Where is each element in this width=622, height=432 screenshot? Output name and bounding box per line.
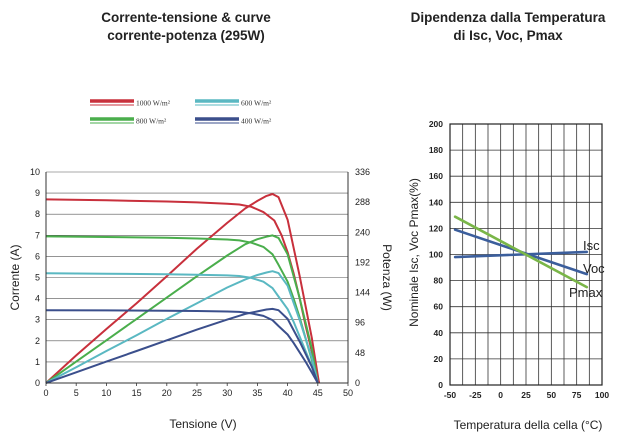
legend-label: 800 W/m² — [136, 117, 167, 126]
right-y-axis-label: Nominale Isc, Voc Pmax(%) — [407, 178, 421, 327]
left-y-tick-label: 8 — [35, 209, 40, 219]
right-y-tick-label: 160 — [429, 171, 443, 181]
temp-line-pmax — [453, 215, 589, 289]
left-x-tick-label: 5 — [74, 388, 79, 398]
right-chart-title-line-2: di Isc, Voc, Pmax — [453, 28, 563, 43]
left-y2-tick-label: 192 — [355, 257, 370, 267]
left-y-tick-label: 0 — [35, 378, 40, 388]
left-chart-title-line-1: Corrente-tensione & curve — [101, 10, 271, 25]
left-x-tick-label: 0 — [43, 388, 48, 398]
left-y-tick-label: 9 — [35, 188, 40, 198]
left-x-tick-label: 25 — [192, 388, 202, 398]
right-x-tick-label: 25 — [521, 390, 531, 400]
left-x-tick-label: 15 — [132, 388, 142, 398]
right-y-tick-label: 140 — [429, 197, 443, 207]
pv-curve-1 — [45, 234, 319, 384]
left-y-tick-label: 3 — [35, 315, 40, 325]
left-y2-tick-label: 336 — [355, 167, 370, 177]
left-x-tick-label: 10 — [101, 388, 111, 398]
right-chart-series: Isc Voc Pmax — [453, 215, 605, 300]
right-y-tick-label: 120 — [429, 223, 443, 233]
left-y-tick-label: 6 — [35, 251, 40, 261]
left-y2-tick-label: 48 — [355, 348, 365, 358]
left-chart-series — [45, 193, 320, 384]
right-chart-title-line-1: Dipendenza dalla Temperatura — [411, 10, 606, 25]
right-y-tick-label: 40 — [434, 328, 444, 338]
right-y-tick-label: 60 — [434, 302, 444, 312]
left-y-tick-label: 4 — [35, 294, 40, 304]
series-label-isc: Isc — [583, 238, 600, 253]
left-x-tick-label: 45 — [313, 388, 323, 398]
right-x-tick-label: -25 — [469, 390, 482, 400]
legend-label: 600 W/m² — [241, 99, 272, 108]
right-x-tick-label: 0 — [498, 390, 503, 400]
pv-curve-3 — [45, 307, 319, 384]
left-y2-tick-label: 96 — [355, 318, 365, 328]
left-chart-axes: 0 5 10 15 20 25 30 35 40 45 5001234567891004896144… — [8, 167, 394, 431]
right-y-tick-label: 200 — [429, 119, 443, 129]
right-plot-frame — [449, 123, 603, 386]
iv-curve-0 — [45, 198, 320, 384]
left-x-tick-label: 20 — [162, 388, 172, 398]
right-x-axis-label: Temperatura della cella (°C) — [454, 418, 603, 432]
right-y-tick-label: 180 — [429, 145, 443, 155]
right-x-tick-label: 75 — [572, 390, 582, 400]
series-label-pmax: Pmax — [569, 285, 603, 300]
left-y-tick-label: 10 — [30, 167, 40, 177]
left-x-tick-label: 50 — [343, 388, 353, 398]
left-x-axis-label: Tensione (V) — [169, 417, 236, 431]
temp-line-isc — [453, 250, 589, 259]
left-y2-tick-label: 288 — [355, 197, 370, 207]
legend-label: 1000 W/m² — [136, 99, 171, 108]
legend-label: 400 W/m² — [241, 117, 272, 126]
left-y-tick-label: 7 — [35, 230, 40, 240]
right-chart-axes: -50 -25 0 25 50 75 100 0 20 40 60 80 100 120 140 160 180… — [407, 119, 609, 432]
left-x-tick-label: 30 — [222, 388, 232, 398]
left-y2-tick-label: 240 — [355, 227, 370, 237]
iv-curve-3 — [45, 309, 319, 384]
left-y2-axis-label: Potenza (W) — [380, 244, 394, 311]
right-y-tick-label: 20 — [434, 354, 444, 364]
left-x-tick-label: 35 — [252, 388, 262, 398]
left-chart-title-line-2: corrente-potenza (295W) — [107, 28, 265, 43]
left-y-tick-label: 1 — [35, 357, 40, 367]
left-y2-tick-label: 144 — [355, 288, 370, 298]
left-y-tick-label: 5 — [35, 273, 40, 283]
left-y-axis-label: Corrente (A) — [8, 244, 22, 310]
left-y2-tick-label: 0 — [355, 378, 360, 388]
left-chart-legend: 1000 W/m² 800 W/m² 600 W/m² 400 W/m² — [90, 99, 272, 126]
left-chart-grid — [46, 171, 348, 363]
right-y-tick-label: 100 — [429, 250, 443, 260]
iv-curve-2 — [45, 272, 319, 384]
right-y-tick-label: 80 — [434, 276, 444, 286]
right-x-tick-label: 100 — [595, 390, 609, 400]
left-x-tick-label: 40 — [283, 388, 293, 398]
right-y-tick-label: 0 — [438, 380, 443, 390]
right-x-tick-label: 50 — [547, 390, 557, 400]
pv-curve-0 — [45, 193, 320, 384]
right-x-tick-label: -50 — [444, 390, 457, 400]
series-label-voc: Voc — [583, 261, 605, 276]
pv-curve-2 — [45, 270, 319, 384]
left-y-tick-label: 2 — [35, 336, 40, 346]
